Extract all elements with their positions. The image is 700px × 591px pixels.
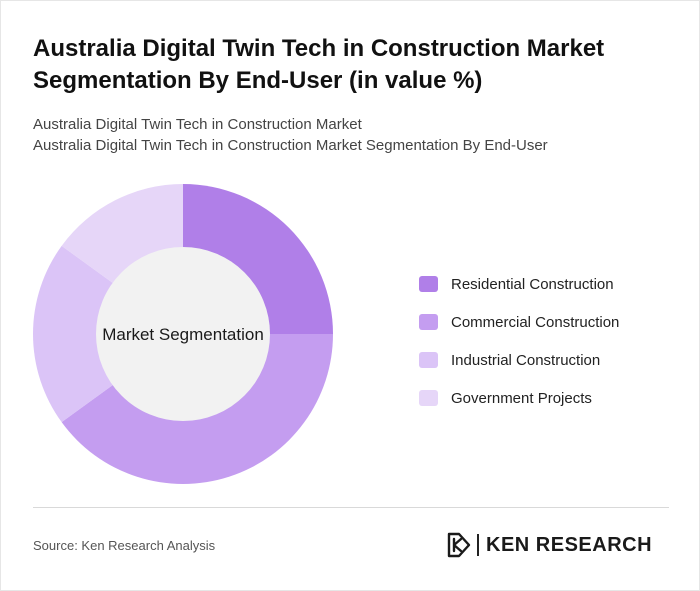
ken-research-logo: KEN RESEARCH xyxy=(447,531,671,559)
chart-title: Australia Digital Twin Tech in Construct… xyxy=(33,35,605,94)
legend-swatch xyxy=(419,314,438,330)
donut-chart: Market Segmentation xyxy=(32,184,333,484)
legend-swatch xyxy=(419,352,438,368)
legend-item: Industrial Construction xyxy=(419,341,619,379)
legend-item: Residential Construction xyxy=(419,265,619,303)
subtitle-line-1: Australia Digital Twin Tech in Construct… xyxy=(33,116,362,133)
source-note: Source: Ken Research Analysis xyxy=(33,538,216,553)
legend-label: Industrial Construction xyxy=(451,351,601,369)
chart-legend: Residential Construction Commercial Const… xyxy=(419,265,619,417)
logo-separator xyxy=(477,534,479,556)
legend-item: Government Projects xyxy=(419,379,619,417)
donut-hole xyxy=(96,247,270,421)
legend-swatch xyxy=(419,276,438,292)
legend-item: Commercial Construction xyxy=(419,303,619,341)
legend-swatch xyxy=(419,390,438,406)
donut-center-label: Market Segmentation xyxy=(102,325,264,344)
logo-wordmark: KEN RESEARCH xyxy=(486,533,653,556)
subtitle-line-2: Australia Digital Twin Tech in Construct… xyxy=(33,137,548,154)
legend-label: Residential Construction xyxy=(451,275,614,293)
footer-divider xyxy=(33,507,669,508)
chart-subtitle: Australia Digital Twin Tech in Construct… xyxy=(33,114,673,156)
ken-research-logo-icon xyxy=(447,532,471,558)
legend-label: Commercial Construction xyxy=(451,313,620,331)
legend-label: Government Projects xyxy=(451,389,592,407)
